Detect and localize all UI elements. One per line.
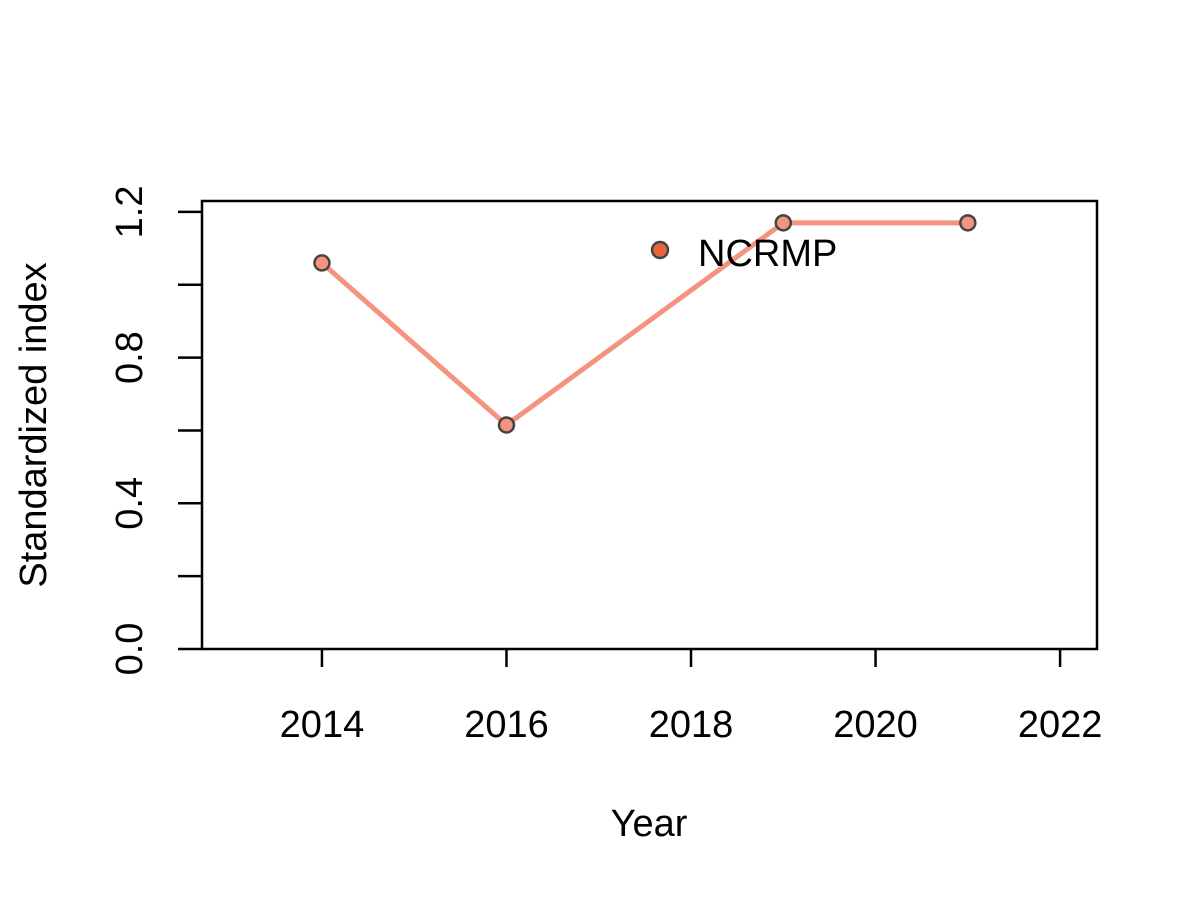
legend-marker-ncrmp (650, 240, 670, 260)
plot-frame (200, 199, 1099, 651)
x-axis-label: Year (611, 803, 688, 845)
data-point-2016 (497, 416, 516, 434)
x-tick-label-2022: 2022 (1018, 704, 1103, 746)
data-point-2021 (959, 214, 977, 232)
y-tick-label-1-2: 1.2 (109, 186, 151, 239)
legend-label-ncrmp: NCRMP (698, 233, 837, 275)
y-axis-label: Standardized index (13, 262, 55, 587)
legend: NCRMP (650, 233, 837, 275)
y-tick-label-0-8: 0.8 (109, 331, 151, 384)
y-tick-label-0-4: 0.4 (109, 477, 151, 530)
x-tick-label-2016: 2016 (464, 704, 549, 746)
x-tick-label-2014: 2014 (280, 704, 365, 746)
x-tick-label-2020: 2020 (833, 704, 918, 746)
data-point-2014 (313, 254, 331, 272)
y-tick-label-0: 0.0 (109, 623, 151, 676)
series-line-ncrmp (320, 220, 968, 428)
y-axis: 0.0 0.4 0.8 1.2 (109, 186, 202, 676)
x-axis: 2014 2016 2018 2020 2022 (280, 649, 1103, 746)
series-layer (313, 214, 977, 434)
x-tick-label-2018: 2018 (649, 704, 734, 746)
data-point-2019 (774, 214, 793, 232)
